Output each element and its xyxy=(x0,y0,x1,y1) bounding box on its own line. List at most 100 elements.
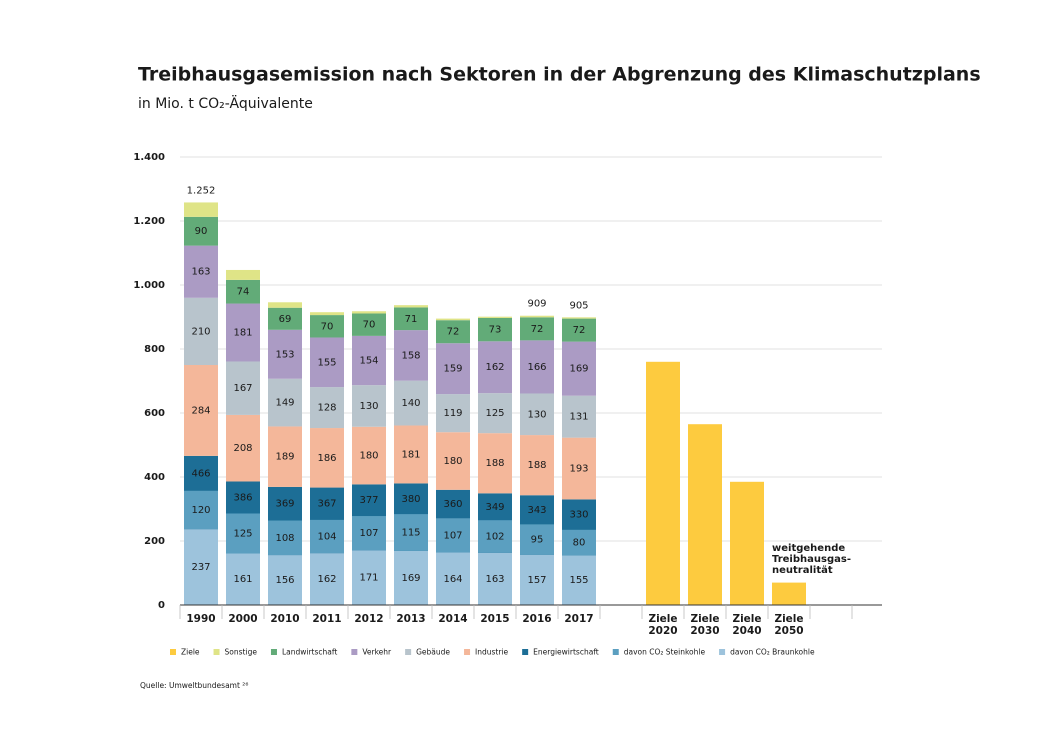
legend-label: Sonstige xyxy=(225,648,258,657)
bar-segment xyxy=(436,343,470,395)
data-label: 181 xyxy=(401,449,420,460)
data-label: 369 xyxy=(275,499,294,510)
bar-segment xyxy=(562,341,596,396)
bar-segment xyxy=(268,426,302,487)
bar-segment xyxy=(478,393,512,434)
data-label: 181 xyxy=(233,328,252,339)
legend-swatch xyxy=(213,649,220,655)
x-tick-label: 2015 xyxy=(480,613,510,625)
data-label: 162 xyxy=(485,362,504,373)
bar-segment xyxy=(730,481,764,605)
y-tick-label: 200 xyxy=(144,536,165,547)
x-tick-label: 2016 xyxy=(522,613,552,625)
y-tick-label: 1.000 xyxy=(133,280,165,291)
bar-segment xyxy=(352,516,386,551)
bar-segment xyxy=(436,518,470,553)
data-label: 166 xyxy=(527,362,546,373)
legend-label: Energiewirtschaft xyxy=(533,648,599,657)
x-tick-label: Ziele 2030 xyxy=(690,613,720,637)
data-label: 163 xyxy=(191,267,210,278)
bar-segment xyxy=(394,425,428,484)
bar-segment xyxy=(184,245,218,298)
x-tick-label: 2012 xyxy=(354,613,384,625)
bar-segment xyxy=(310,553,344,605)
data-label: 125 xyxy=(233,528,252,539)
data-label: 188 xyxy=(527,460,546,471)
bar-segment xyxy=(352,313,386,336)
x-tick-label: Ziele 2020 xyxy=(648,613,678,637)
data-label: 70 xyxy=(321,321,334,332)
data-label: 140 xyxy=(401,398,420,409)
bar-segment xyxy=(520,315,554,318)
total-label: 909 xyxy=(527,299,546,310)
data-label: 163 xyxy=(485,574,504,585)
bar-segment xyxy=(268,520,302,556)
bar-segment xyxy=(436,432,470,490)
data-label: 466 xyxy=(191,468,210,479)
data-label: 380 xyxy=(401,494,420,505)
bar-segment xyxy=(478,520,512,553)
data-label: 367 xyxy=(317,499,336,510)
chart-subtitle: in Mio. t CO₂-Äquivalente xyxy=(138,94,313,112)
bar-segment xyxy=(226,269,260,280)
data-label: 156 xyxy=(275,575,294,586)
data-label: 71 xyxy=(405,314,418,325)
data-label: 155 xyxy=(317,357,336,368)
bar-segment xyxy=(562,555,596,605)
data-label: 330 xyxy=(569,510,588,521)
bar-segment xyxy=(394,330,428,381)
bar-segment xyxy=(436,320,470,344)
data-label: 130 xyxy=(527,409,546,420)
bar-segment xyxy=(688,424,722,605)
data-label: 189 xyxy=(275,452,294,463)
bar-segment xyxy=(520,524,554,555)
bar-segment xyxy=(562,318,596,342)
legend-swatch xyxy=(351,649,358,655)
bar-segment xyxy=(226,513,260,554)
bar-segment xyxy=(520,554,554,605)
x-tick-label: 2017 xyxy=(564,613,594,625)
legend-swatch xyxy=(719,649,726,655)
x-tick-label: Ziele 2050 xyxy=(774,613,804,637)
bar-segment xyxy=(394,380,428,426)
x-tick-label: 2000 xyxy=(228,613,258,625)
legend-swatch xyxy=(464,649,471,655)
data-label: 237 xyxy=(191,562,210,573)
bar-segment xyxy=(184,216,218,246)
data-label: 108 xyxy=(275,533,294,544)
data-label: 284 xyxy=(191,405,210,416)
bar-segment xyxy=(520,317,554,341)
total-label: 905 xyxy=(569,300,588,311)
data-label: 107 xyxy=(359,528,378,539)
bar-segment xyxy=(646,361,680,605)
bar-segment xyxy=(352,335,386,386)
bar-segment xyxy=(310,519,344,554)
y-tick-label: 1.200 xyxy=(133,216,165,227)
bar-segment xyxy=(394,514,428,551)
bar-segment xyxy=(394,305,428,308)
source: Quelle: Umweltbundesamt ²⁶ xyxy=(140,681,248,690)
bar-segment xyxy=(352,550,386,605)
legend-label: Landwirtschaft xyxy=(282,648,337,657)
data-label: 131 xyxy=(569,412,588,423)
legend-swatch xyxy=(170,649,176,655)
bar-segment xyxy=(352,426,386,485)
bar-segment xyxy=(226,414,260,482)
data-label: 159 xyxy=(443,364,462,375)
data-label: 167 xyxy=(233,383,252,394)
x-tick-label: 2013 xyxy=(396,613,426,625)
data-label: 161 xyxy=(233,574,252,585)
bar-segment xyxy=(184,365,218,456)
data-label: 90 xyxy=(195,226,208,237)
data-label: 102 xyxy=(485,532,504,543)
bar-segment xyxy=(352,311,386,314)
data-label: 104 xyxy=(317,532,336,543)
data-label: 115 xyxy=(401,528,420,539)
bar-segment xyxy=(394,307,428,331)
chart-title: Treibhausgasemission nach Sektoren in de… xyxy=(138,64,981,86)
data-label: 70 xyxy=(363,320,376,331)
data-label: 386 xyxy=(233,492,252,503)
y-tick-label: 0 xyxy=(158,600,165,611)
data-label: 188 xyxy=(485,458,504,469)
